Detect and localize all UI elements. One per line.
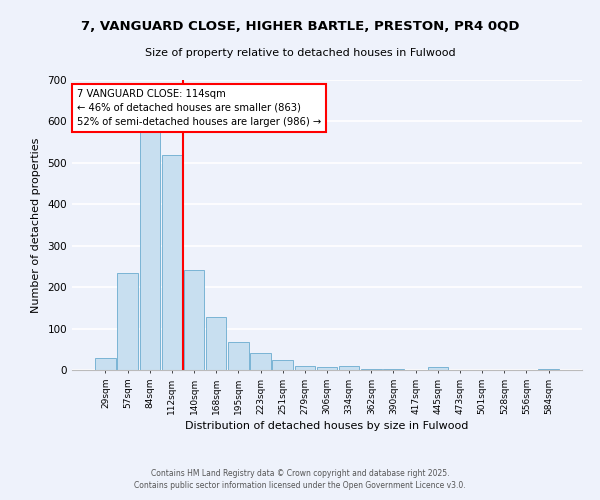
Bar xyxy=(317,366,337,370)
Bar xyxy=(184,270,204,370)
Bar xyxy=(295,366,315,370)
Y-axis label: Number of detached properties: Number of detached properties xyxy=(31,138,41,312)
Bar xyxy=(272,360,293,370)
Text: 7 VANGUARD CLOSE: 114sqm
← 46% of detached houses are smaller (863)
52% of semi-: 7 VANGUARD CLOSE: 114sqm ← 46% of detach… xyxy=(77,88,322,126)
Text: Size of property relative to detached houses in Fulwood: Size of property relative to detached ho… xyxy=(145,48,455,58)
Bar xyxy=(95,358,116,370)
Bar xyxy=(383,369,404,370)
Bar xyxy=(538,369,559,370)
Text: Contains HM Land Registry data © Crown copyright and database right 2025.
Contai: Contains HM Land Registry data © Crown c… xyxy=(134,468,466,490)
Bar xyxy=(361,369,382,370)
X-axis label: Distribution of detached houses by size in Fulwood: Distribution of detached houses by size … xyxy=(185,421,469,431)
Bar xyxy=(228,342,248,370)
Bar xyxy=(140,130,160,370)
Text: 7, VANGUARD CLOSE, HIGHER BARTLE, PRESTON, PR4 0QD: 7, VANGUARD CLOSE, HIGHER BARTLE, PRESTO… xyxy=(81,20,519,33)
Bar xyxy=(250,354,271,370)
Bar xyxy=(339,366,359,370)
Bar xyxy=(206,317,226,370)
Bar xyxy=(428,366,448,370)
Bar xyxy=(161,156,182,370)
Bar xyxy=(118,273,138,370)
